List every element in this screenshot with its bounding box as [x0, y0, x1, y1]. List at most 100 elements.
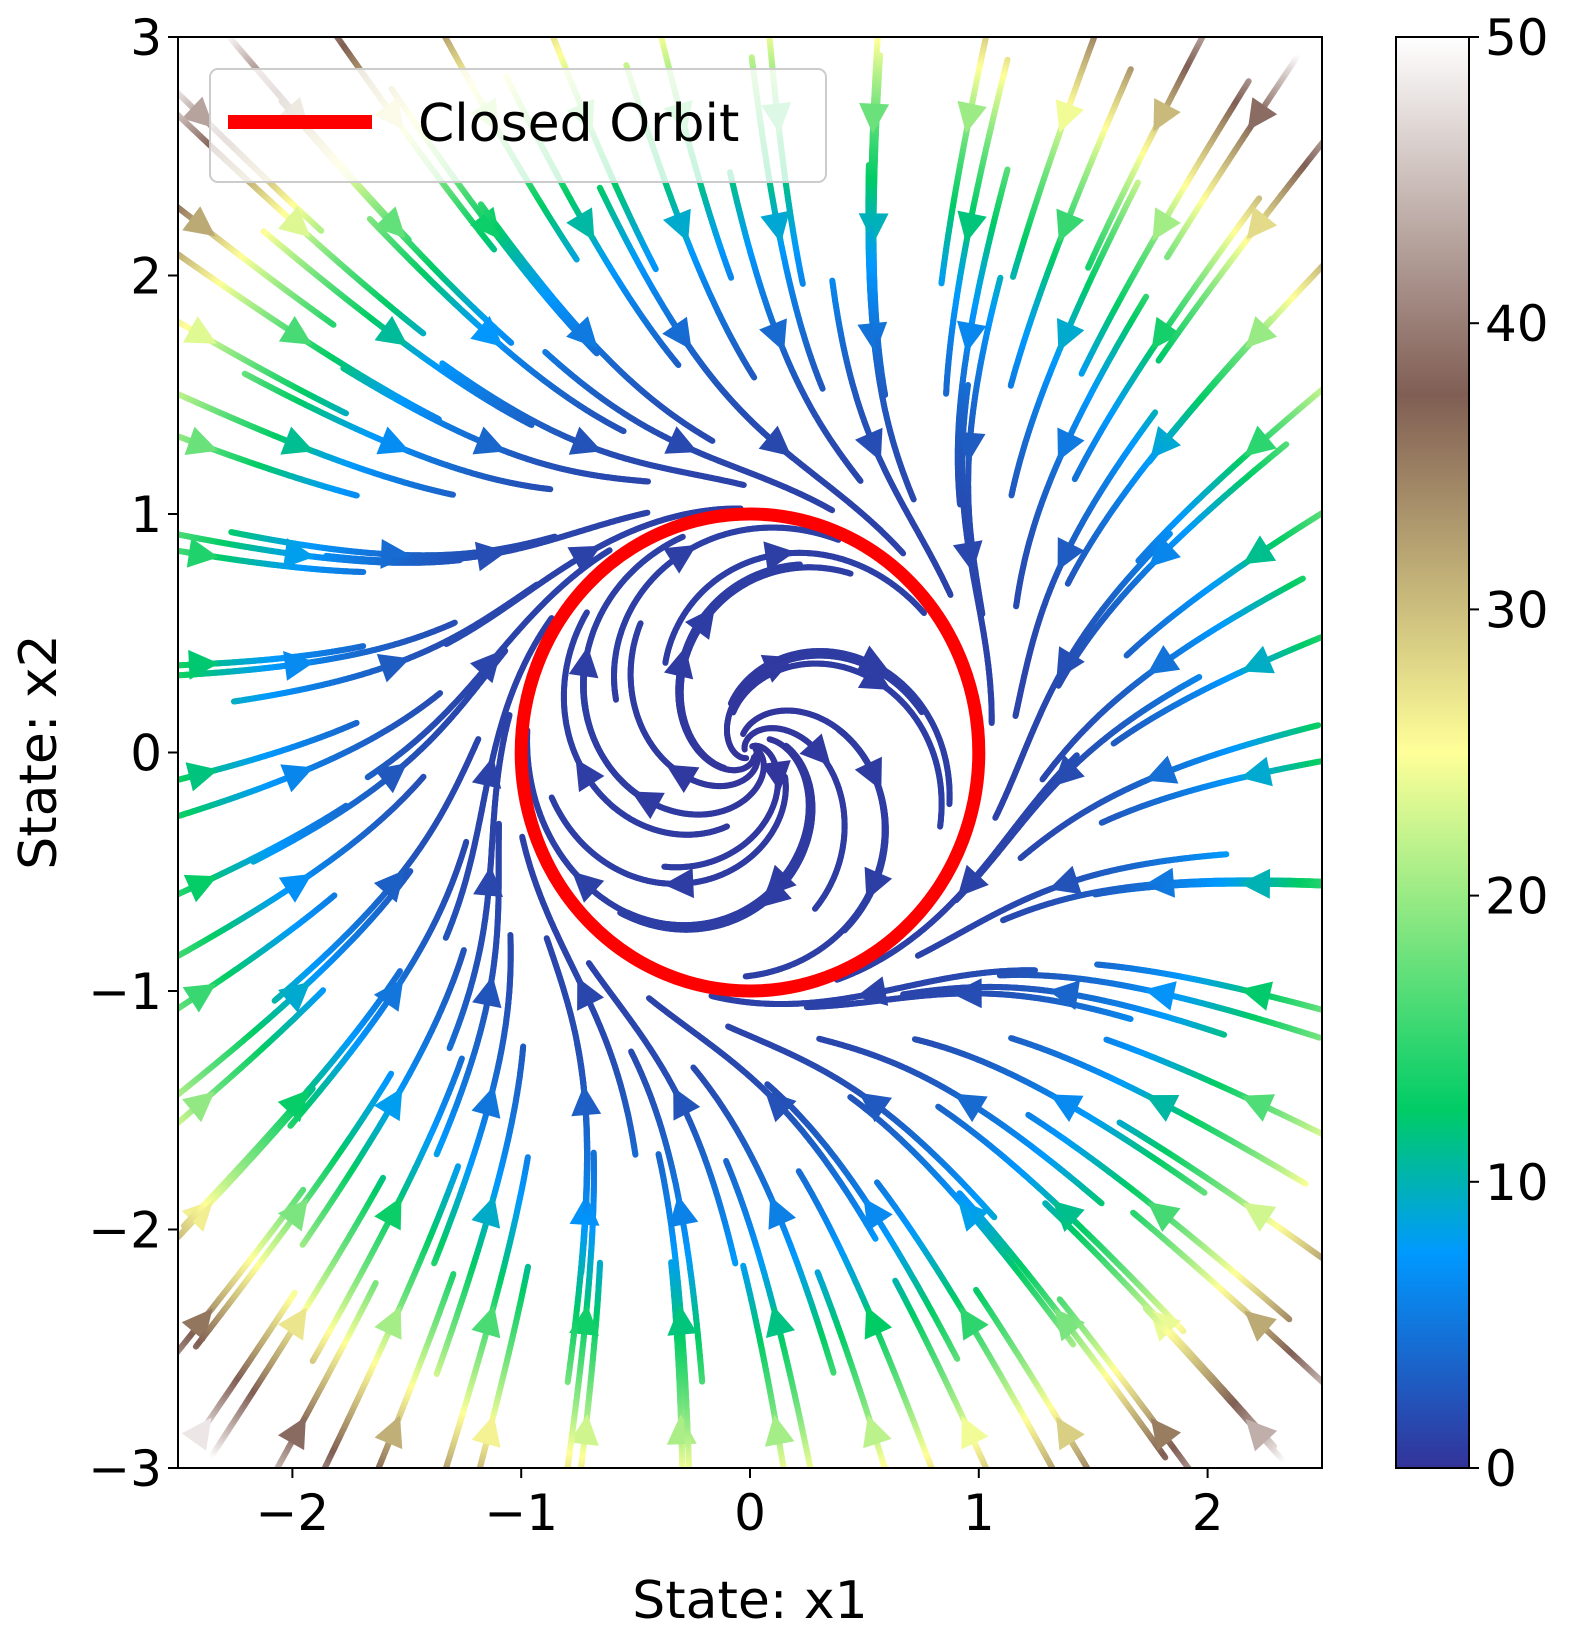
streamline-segment	[169, 201, 170, 202]
streamline-segment	[172, 1358, 173, 1359]
streamline-segment	[173, 1241, 174, 1242]
streamline-segment	[174, 1356, 175, 1357]
streamline-segment	[178, 1008, 179, 1012]
streamline-segment	[169, 316, 170, 317]
streamline-segment	[299, 1186, 307, 1194]
streamline-arrow	[184, 426, 218, 455]
streamline-segment	[170, 1129, 171, 1130]
streamline-segment	[376, 1473, 377, 1474]
streamline-segment	[221, 27, 222, 28]
streamline-segment	[374, 1478, 375, 1479]
streamline-segment	[178, 110, 180, 117]
streamline-segment	[169, 1130, 170, 1131]
streamline-segment	[178, 893, 179, 898]
streamline-segment	[220, 26, 221, 27]
streamline-segment	[170, 898, 171, 899]
streamline-segment	[174, 1097, 175, 1098]
streamline-segment	[222, 28, 223, 29]
streamline-segment	[172, 203, 173, 204]
streamline-segment	[170, 317, 171, 318]
streamline-segment	[169, 1478, 170, 1479]
streamline-segment	[171, 1243, 172, 1244]
streamline-segment	[173, 319, 174, 320]
streamline-segment	[171, 249, 172, 250]
streamline-segment	[174, 1471, 175, 1472]
streamline-segment	[436, 690, 444, 697]
streamline-segment	[396, 968, 403, 976]
streamline-segment	[174, 435, 175, 436]
streamline-segment	[178, 88, 180, 95]
streamline-arrow	[278, 316, 313, 345]
streamline-segment	[319, 987, 327, 995]
streamline-segment	[171, 86, 172, 87]
streamline-segment	[330, 892, 338, 900]
streamline-segment	[274, 1467, 278, 1468]
streamline-segment	[223, 29, 224, 30]
streamline-segment	[174, 1469, 175, 1470]
streamline-segment	[275, 1472, 276, 1473]
streamline-segment	[168, 898, 169, 899]
streamline-segment	[170, 1475, 171, 1476]
streamline-segment	[225, 37, 232, 39]
streamline-segment	[167, 247, 168, 248]
streamline-segment	[178, 318, 180, 325]
streamline	[168, 802, 349, 903]
streamline-segment	[171, 959, 172, 960]
streamline-segment	[274, 1473, 275, 1474]
streamline-segment	[173, 896, 174, 897]
streamline-segment	[341, 409, 349, 417]
streamline-segment	[170, 391, 171, 392]
streamline-segment	[273, 1475, 274, 1476]
streamline-segment	[172, 319, 173, 320]
streamline	[178, 619, 458, 681]
streamline-segment	[329, 321, 337, 328]
streamline-arrow	[182, 206, 216, 237]
streamline-segment	[172, 434, 173, 435]
streamline-segment	[226, 33, 227, 34]
streamline	[168, 987, 327, 1131]
streamline-segment	[167, 316, 168, 317]
streamline-segment	[173, 392, 174, 393]
streamlines	[167, 26, 1322, 1480]
streamline	[172, 426, 360, 499]
streamline-segment	[178, 1121, 180, 1127]
streamline	[180, 968, 403, 1229]
streamline-segment	[168, 248, 169, 249]
streamline-segment	[178, 1094, 179, 1099]
streamline-segment	[172, 1127, 173, 1128]
streamline-segment	[168, 1479, 169, 1480]
streamline-segment	[317, 226, 325, 234]
streamline-segment	[168, 961, 169, 962]
streamline	[374, 1271, 457, 1479]
streamline-segment	[170, 1360, 171, 1361]
streamline-segment	[178, 1123, 179, 1127]
streamline-segment	[178, 433, 180, 439]
streamline-segment	[406, 868, 414, 876]
streamline-segment	[169, 1245, 170, 1246]
streamline-segment	[170, 960, 171, 961]
streamline-segment	[178, 203, 179, 208]
streamline-segment	[178, 251, 179, 254]
streamline-segment	[178, 1006, 180, 1013]
streamline-segment	[225, 37, 230, 38]
streamline	[273, 1280, 379, 1476]
streamline-segment	[375, 1476, 376, 1477]
streamline-segment	[290, 1289, 298, 1297]
streamline-segment	[172, 1473, 173, 1474]
streamline-segment	[178, 203, 180, 210]
streamline-segment	[450, 619, 458, 627]
streamline-segment	[168, 1362, 169, 1363]
streamline-segment	[169, 961, 170, 962]
streamline-segment	[174, 89, 175, 90]
streamline-segment	[170, 1476, 171, 1477]
streamline-segment	[173, 204, 174, 205]
streamline-segment	[172, 87, 173, 88]
streamline-segment	[178, 318, 179, 323]
streamline-segment	[170, 85, 171, 86]
streamline-segment	[167, 1364, 168, 1365]
streamline-segment	[374, 1477, 375, 1478]
streamline-segment	[168, 1130, 169, 1131]
streamline-segment	[419, 773, 427, 781]
streamline	[168, 1289, 298, 1480]
streamline-segment	[171, 318, 172, 319]
